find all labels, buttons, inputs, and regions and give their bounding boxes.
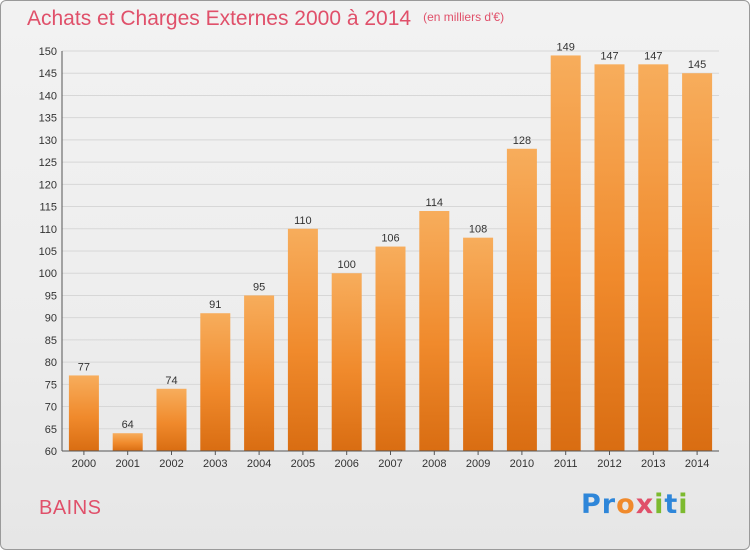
x-tick-label: 2009 — [466, 458, 490, 470]
x-tick-label: 2011 — [554, 458, 578, 470]
y-tick-label: 125 — [39, 157, 57, 169]
bar — [200, 313, 231, 451]
chart-title: Achats et Charges Externes 2000 à 2014 (e… — [27, 7, 504, 31]
y-tick-label: 60 — [45, 446, 57, 458]
y-tick-label: 135 — [39, 113, 57, 125]
bar — [682, 73, 713, 451]
bar-value-label: 95 — [253, 281, 265, 293]
bar-value-label: 108 — [469, 224, 487, 236]
logo-letter: x — [635, 489, 655, 520]
y-tick-label: 85 — [45, 335, 57, 347]
y-tick-label: 75 — [45, 379, 57, 391]
chart-unit: (en milliers d'€) — [423, 10, 505, 24]
place-name: BAINS — [39, 497, 102, 519]
bar — [156, 388, 187, 451]
bar-value-label: 91 — [209, 299, 221, 311]
y-tick-label: 145 — [39, 68, 57, 80]
bar-value-label: 106 — [381, 233, 399, 245]
bar-value-label: 147 — [600, 50, 618, 62]
x-tick-label: 2012 — [597, 458, 621, 470]
y-tick-label: 105 — [39, 246, 57, 258]
x-tick-label: 2003 — [203, 458, 227, 470]
bar — [594, 64, 625, 452]
x-tick-label: 2005 — [291, 458, 315, 470]
bar-value-label: 128 — [513, 135, 531, 147]
y-tick-label: 70 — [45, 402, 57, 414]
logo-letter: o — [616, 489, 636, 520]
y-tick-label: 140 — [39, 90, 57, 102]
bar — [550, 55, 581, 451]
x-tick-label: 2004 — [247, 458, 271, 470]
y-tick-label: 80 — [45, 357, 57, 369]
bar — [112, 433, 143, 451]
bar-value-label: 77 — [78, 361, 90, 373]
axes: 60 65 70 75 80 85 90 95 100 105 110 115 120 125 130 135… — [39, 46, 719, 470]
bars: 77 64 74 91 95 110 100 106 114 108 128 149 147 147 145 — [68, 41, 713, 452]
bar — [419, 211, 450, 451]
y-tick-label: 115 — [39, 202, 57, 214]
bar — [68, 375, 99, 451]
logo-letter: i — [678, 489, 689, 520]
y-tick-label: 95 — [45, 290, 57, 302]
bar-value-label: 110 — [294, 215, 312, 227]
y-tick-label: 100 — [39, 268, 57, 280]
logo-letter: t — [664, 489, 679, 520]
bar — [638, 64, 669, 452]
bar-value-label: 100 — [338, 259, 356, 271]
bar-value-label: 147 — [644, 50, 662, 62]
x-tick-label: 2001 — [115, 458, 139, 470]
y-tick-label: 90 — [45, 313, 57, 325]
x-tick-label: 2000 — [72, 458, 96, 470]
bar — [287, 228, 318, 451]
bar — [375, 246, 406, 451]
y-tick-label: 120 — [39, 179, 57, 191]
x-tick-label: 2010 — [510, 458, 534, 470]
bar-value-label: 114 — [426, 197, 444, 209]
logo-letter: i — [654, 489, 665, 520]
logo-letter: r — [601, 489, 617, 520]
x-tick-label: 2008 — [422, 458, 446, 470]
y-tick-label: 110 — [39, 224, 57, 236]
bar-value-label: 149 — [557, 41, 575, 53]
bar — [463, 237, 494, 451]
bar-value-label: 64 — [122, 419, 134, 431]
y-tick-label: 150 — [39, 46, 57, 58]
bar-value-label: 74 — [165, 375, 177, 387]
logo-letter: P — [581, 489, 602, 520]
bar — [244, 295, 275, 451]
x-tick-label: 2007 — [378, 458, 402, 470]
x-tick-label: 2006 — [334, 458, 358, 470]
x-tick-label: 2002 — [159, 458, 183, 470]
x-tick-label: 2014 — [685, 458, 709, 470]
y-tick-label: 65 — [45, 424, 57, 436]
bar-value-label: 145 — [688, 59, 706, 71]
chart-title-text: Achats et Charges Externes 2000 à 2014 — [27, 7, 412, 30]
x-tick-label: 2013 — [641, 458, 665, 470]
proxiti-logo: Proxiti — [581, 489, 689, 520]
bar — [506, 148, 537, 451]
bar — [331, 273, 362, 451]
y-tick-label: 130 — [39, 135, 57, 147]
